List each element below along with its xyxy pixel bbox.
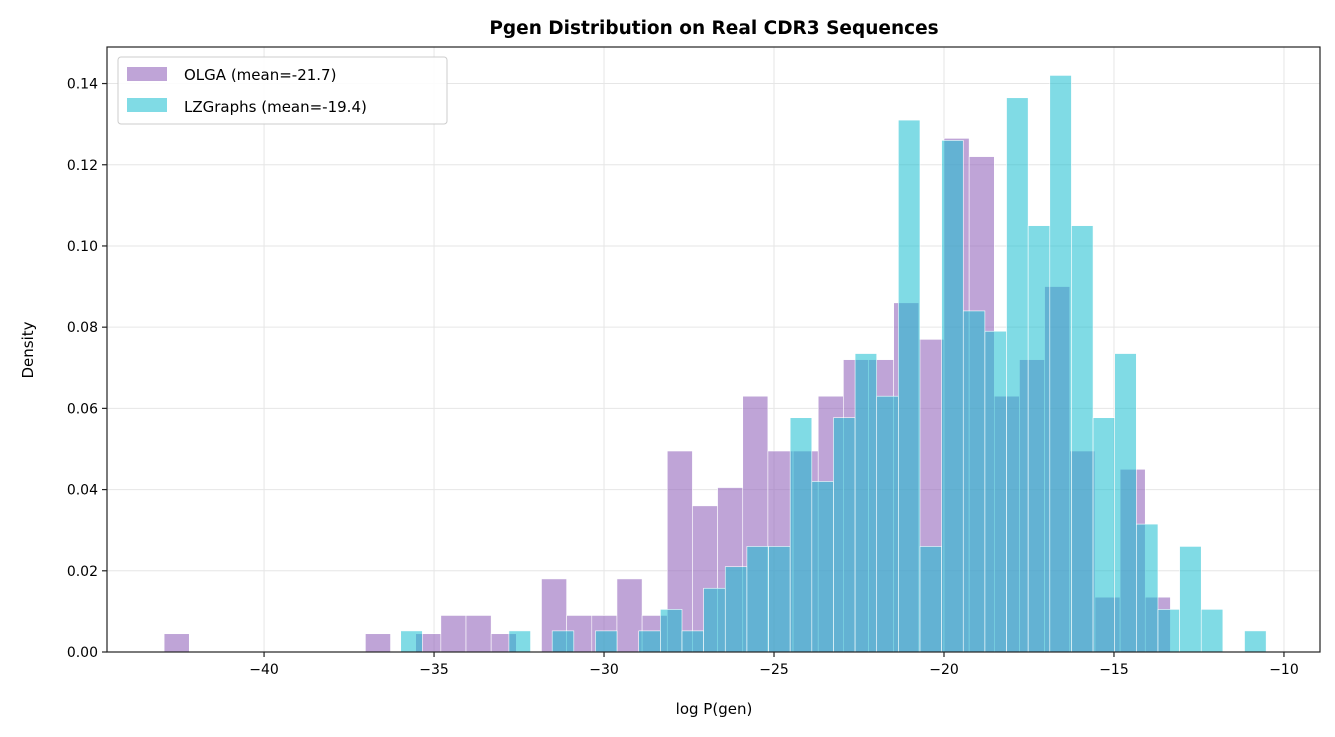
x-axis-ticks: −40 −35 −30 −25 −20 −15 −10	[249, 652, 1299, 678]
histogram-bar	[1092, 417, 1116, 653]
histogram-bar	[854, 353, 878, 653]
histogram-bar	[984, 330, 1007, 653]
histogram-bar	[789, 417, 813, 653]
histogram-bar	[919, 546, 942, 653]
histogram-bar	[163, 633, 190, 653]
histogram-bar	[1179, 546, 1202, 653]
histogram-bar	[811, 481, 834, 653]
histogram-bar	[898, 119, 921, 653]
histogram-bar	[746, 546, 769, 653]
x-axis-label: log P(gen)	[676, 700, 753, 718]
x-tick-label: −20	[929, 662, 959, 678]
histogram-bar	[703, 587, 726, 653]
histogram-bar	[941, 140, 964, 653]
histogram-bar	[465, 615, 492, 653]
y-tick-label: 0.08	[67, 320, 98, 336]
histogram-bar	[400, 630, 423, 653]
histogram-bar	[1071, 225, 1094, 653]
histogram-bar	[1006, 97, 1029, 653]
x-tick-label: −15	[1099, 662, 1129, 678]
histogram-bar	[1049, 75, 1072, 653]
legend-swatch-lzgraphs	[127, 98, 167, 112]
histogram-bar	[962, 310, 986, 653]
series-lzgraphs	[400, 75, 1267, 653]
histogram-bar	[1136, 523, 1159, 653]
y-tick-label: 0.14	[67, 77, 98, 93]
histogram-bar	[365, 633, 391, 653]
y-tick-label: 0.06	[67, 401, 98, 417]
x-tick-label: −25	[759, 662, 789, 678]
x-tick-label: −30	[589, 662, 619, 678]
y-axis-ticks: 0.00 0.02 0.04 0.06 0.08 0.10 0.12 0.14	[67, 77, 107, 661]
histogram-bar	[595, 630, 618, 653]
y-tick-label: 0.10	[67, 239, 98, 255]
histogram-bar	[768, 546, 791, 653]
y-tick-label: 0.02	[67, 564, 98, 580]
y-axis-label: Density	[19, 321, 37, 378]
histogram-bars	[163, 75, 1267, 653]
x-tick-label: −40	[249, 662, 279, 678]
histogram-bar	[1200, 609, 1224, 653]
histogram-bar	[638, 630, 661, 653]
histogram-bar	[660, 609, 683, 653]
histogram-bar	[1114, 353, 1137, 653]
histogram-bar	[1027, 225, 1051, 653]
histogram-bar	[724, 566, 748, 653]
histogram-bar	[508, 630, 531, 653]
legend: OLGA (mean=-21.7) LZGraphs (mean=-19.4)	[117, 56, 448, 125]
y-tick-label: 0.04	[67, 483, 98, 499]
histogram-bar	[681, 630, 704, 653]
chart-title: Pgen Distribution on Real CDR3 Sequences	[489, 18, 938, 39]
histogram-bar	[616, 578, 643, 653]
y-tick-label: 0.00	[67, 645, 98, 661]
histogram-bar	[440, 615, 467, 653]
histogram-bar	[833, 417, 856, 653]
plot-frame	[106, 46, 1321, 653]
histogram-bar	[551, 630, 575, 653]
legend-label-olga: OLGA (mean=-21.7)	[184, 66, 336, 84]
legend-swatch-olga	[127, 67, 167, 81]
x-tick-label: −35	[419, 662, 449, 678]
legend-box	[117, 56, 448, 125]
y-tick-label: 0.12	[67, 158, 98, 174]
histogram-bar	[876, 395, 899, 653]
histogram-bar	[1244, 630, 1267, 653]
legend-label-lzgraphs: LZGraphs (mean=-19.4)	[184, 98, 367, 116]
histogram-bar	[1157, 609, 1180, 653]
x-tick-label: −10	[1269, 662, 1299, 678]
